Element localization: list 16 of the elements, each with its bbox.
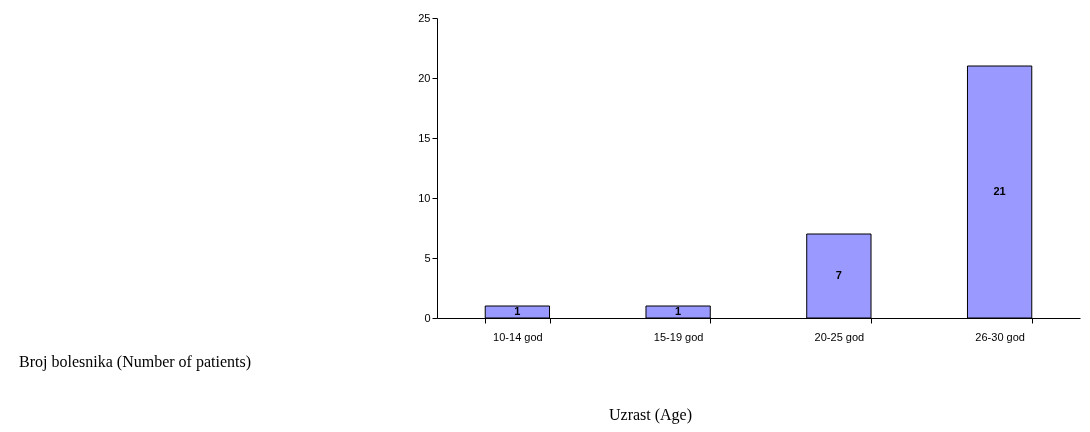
x-tick-label: 20-25 god — [814, 330, 865, 343]
y-tick-label: 15 — [418, 131, 431, 144]
y-tick-label: 0 — [424, 311, 431, 324]
x-tick-label: 10-14 god — [493, 330, 543, 343]
x-tick-label: 26-30 god — [975, 330, 1025, 343]
y-tick-label: 25 — [418, 11, 431, 24]
data-label: 1 — [514, 305, 521, 317]
data-label: 21 — [993, 185, 1006, 197]
text: Broj bolesnika (Number of patients) — [19, 353, 251, 371]
y-tick-label: 20 — [418, 71, 431, 84]
y-tick-label: 10 — [418, 191, 431, 204]
y-tick-label: 5 — [424, 251, 431, 264]
x-tick-label: 15-19 god — [653, 330, 704, 343]
x-axis-title: Uzrast (Age) — [608, 405, 693, 424]
data-label: 1 — [675, 305, 682, 317]
data-label: 7 — [835, 269, 842, 281]
